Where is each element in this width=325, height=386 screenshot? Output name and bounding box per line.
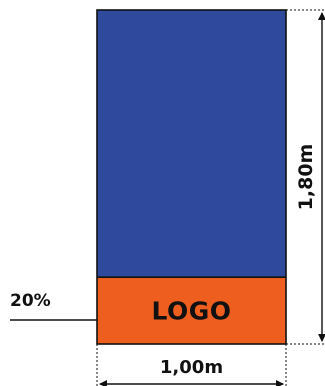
logo-label: LOGO bbox=[151, 297, 231, 326]
logo-percent-label: 20% bbox=[10, 291, 51, 311]
height-label: 1,80m bbox=[295, 144, 317, 211]
banner-outline bbox=[96, 9, 287, 345]
logo-panel bbox=[97, 277, 286, 344]
banner-top-panel bbox=[97, 10, 286, 278]
width-label: 1,00m bbox=[160, 357, 223, 378]
